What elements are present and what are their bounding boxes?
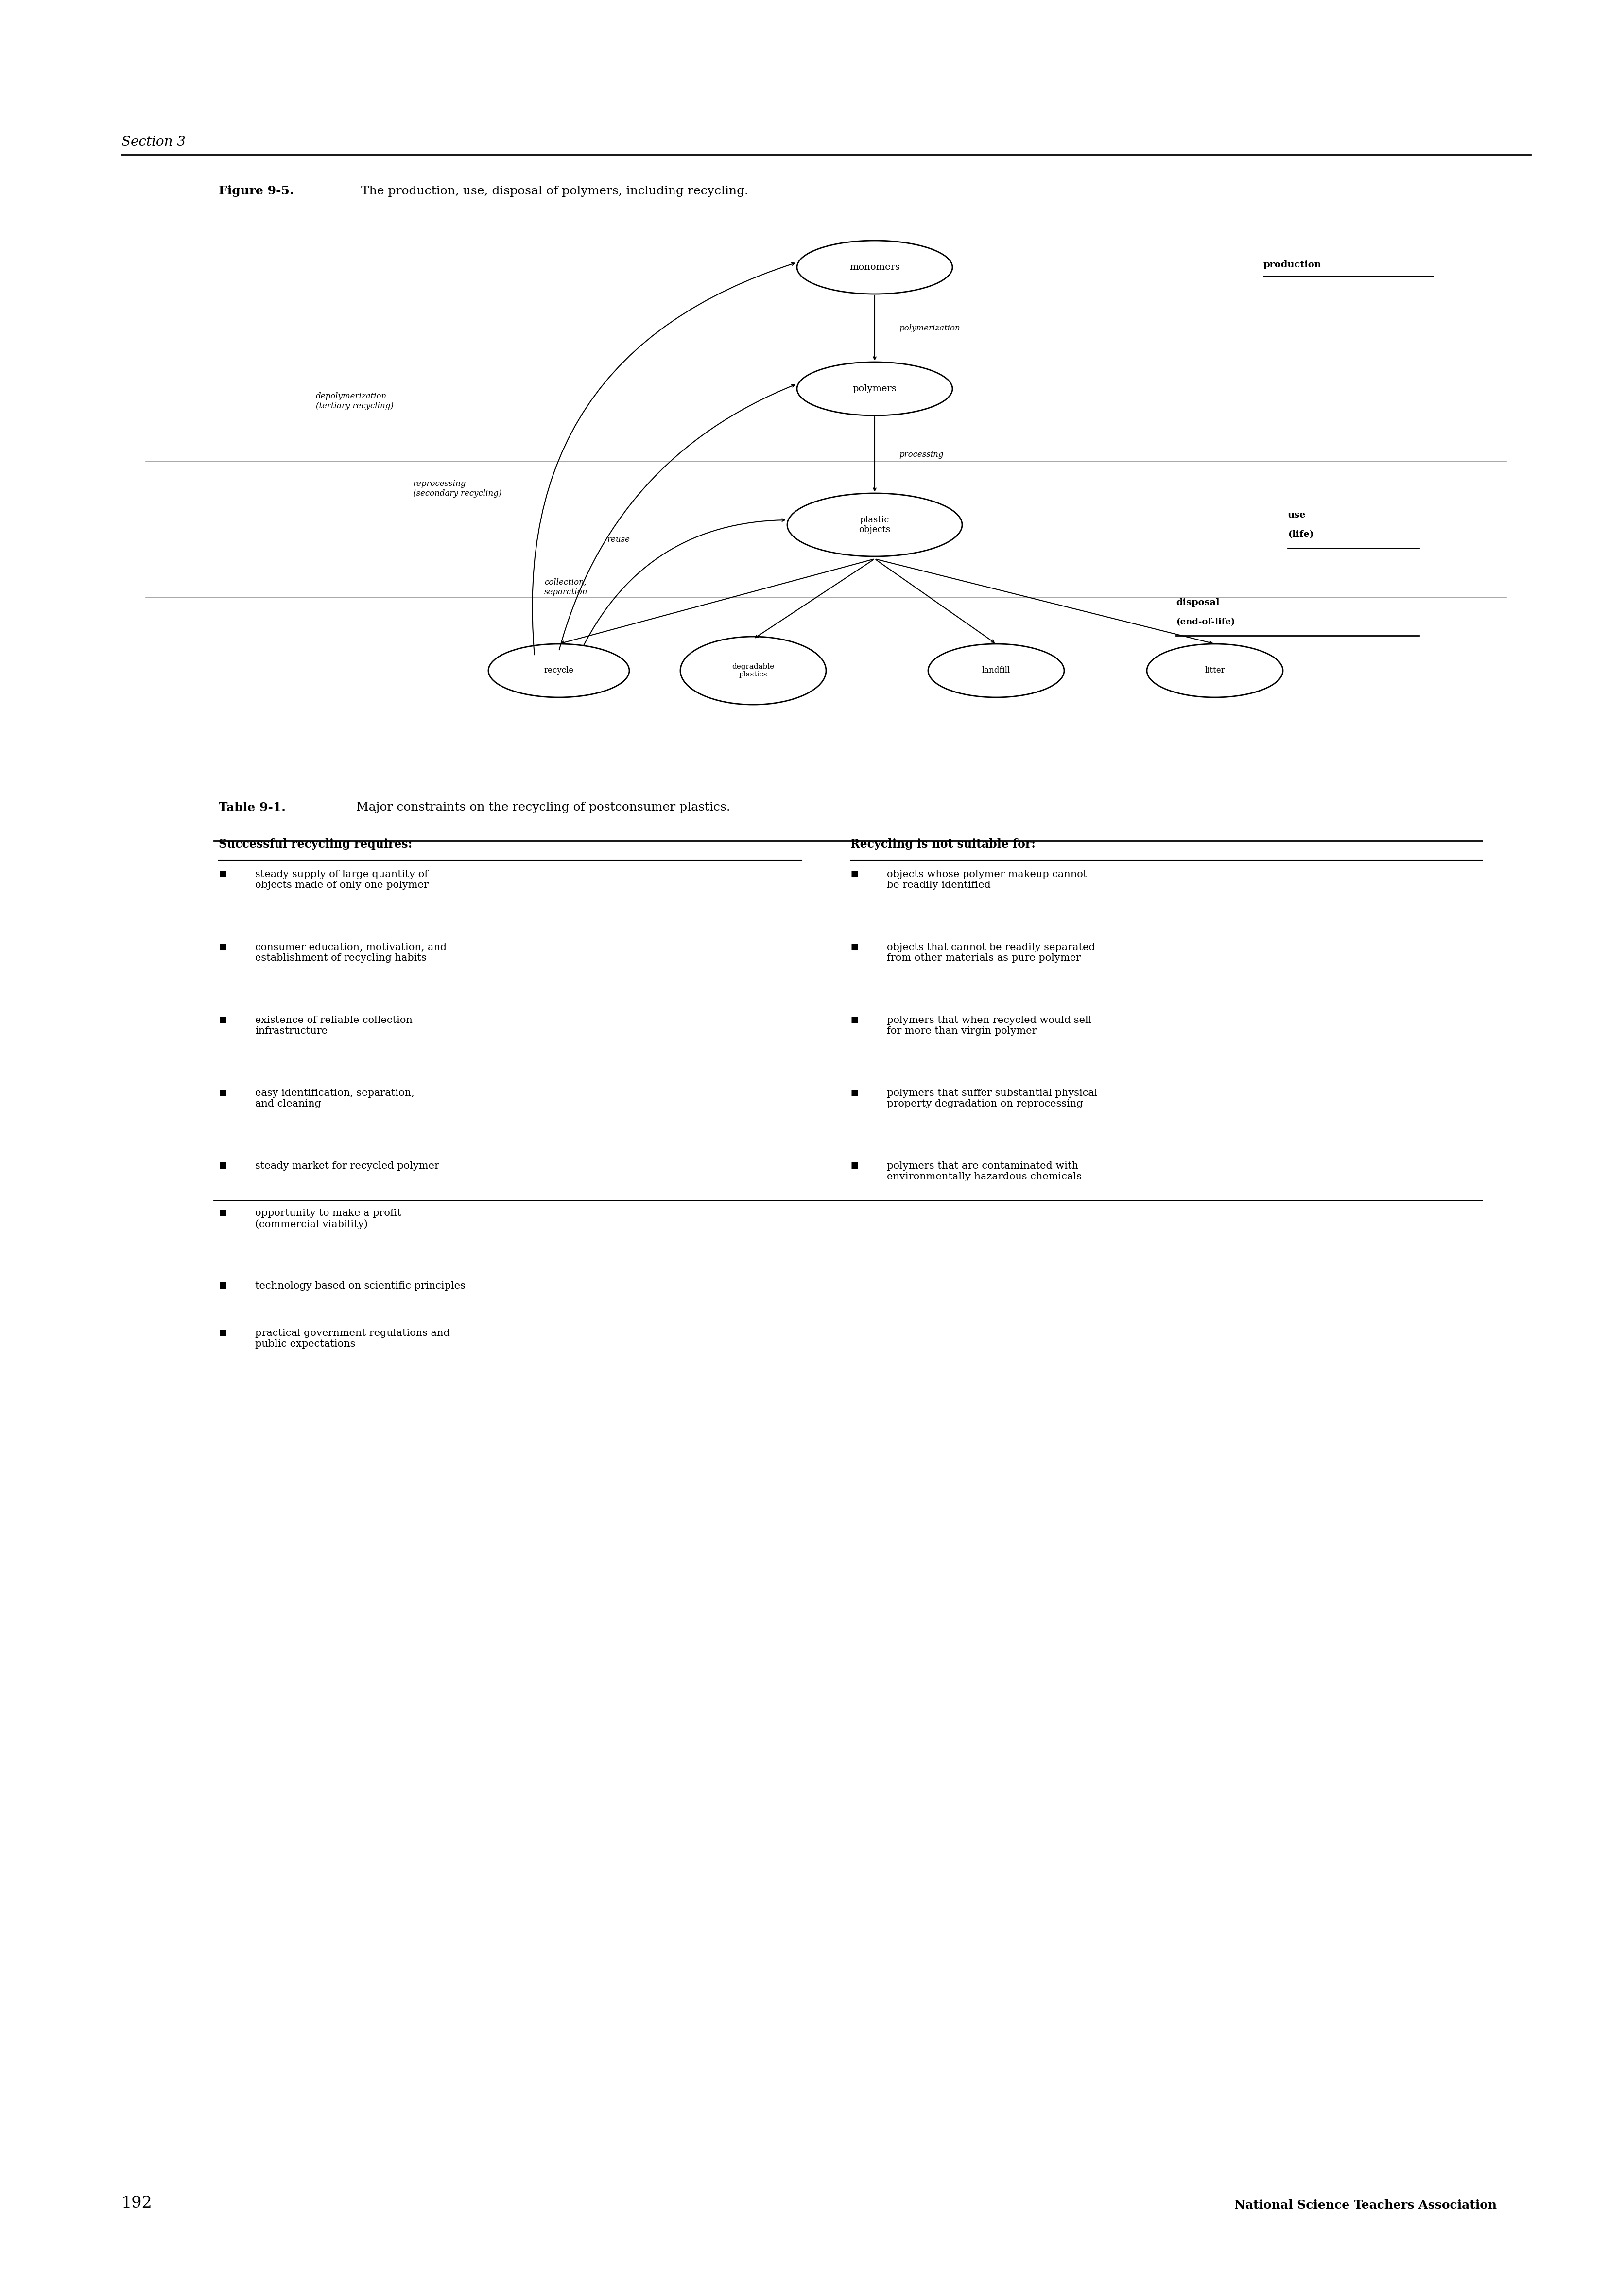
Text: Section 3: Section 3 xyxy=(122,135,185,148)
Text: polymers that are contaminated with
environmentally hazardous chemicals: polymers that are contaminated with envi… xyxy=(887,1163,1082,1181)
Text: polymers: polymers xyxy=(853,384,896,393)
Text: ■: ■ xyxy=(851,870,857,877)
Text: ■: ■ xyxy=(851,1089,857,1096)
Text: reprocessing
(secondary recycling): reprocessing (secondary recycling) xyxy=(412,480,502,498)
Text: depolymerization
(tertiary recycling): depolymerization (tertiary recycling) xyxy=(315,393,393,411)
Text: objects whose polymer makeup cannot
be readily identified: objects whose polymer makeup cannot be r… xyxy=(887,870,1086,891)
Text: (life): (life) xyxy=(1288,530,1314,539)
Text: landfill: landfill xyxy=(983,667,1010,674)
Text: objects that cannot be readily separated
from other materials as pure polymer: objects that cannot be readily separated… xyxy=(887,943,1095,962)
Text: degradable
plastics: degradable plastics xyxy=(732,662,775,678)
Text: consumer education, motivation, and
establishment of recycling habits: consumer education, motivation, and esta… xyxy=(255,943,447,962)
Text: polymerization: polymerization xyxy=(900,324,960,333)
Text: steady market for recycled polymer: steady market for recycled polymer xyxy=(255,1163,438,1172)
Text: ■: ■ xyxy=(219,943,226,950)
Text: processing: processing xyxy=(900,450,944,459)
Text: recycle: recycle xyxy=(544,667,573,674)
Text: ■: ■ xyxy=(851,1163,857,1169)
Text: practical government regulations and
public expectations: practical government regulations and pub… xyxy=(255,1329,450,1348)
Text: Successful recycling requires:: Successful recycling requires: xyxy=(219,838,412,850)
Text: existence of reliable collection
infrastructure: existence of reliable collection infrast… xyxy=(255,1016,412,1035)
Text: The production, use, disposal of polymers, including recycling.: The production, use, disposal of polymer… xyxy=(357,185,749,196)
Text: reuse: reuse xyxy=(607,534,630,544)
Text: ■: ■ xyxy=(219,1016,226,1023)
Text: ■: ■ xyxy=(851,943,857,950)
Text: Figure 9-5.: Figure 9-5. xyxy=(219,185,294,196)
Text: ■: ■ xyxy=(219,1329,226,1336)
Text: ■: ■ xyxy=(219,1089,226,1096)
Text: easy identification, separation,
and cleaning: easy identification, separation, and cle… xyxy=(255,1089,414,1108)
Text: 192: 192 xyxy=(122,2195,153,2211)
Text: ■: ■ xyxy=(219,1163,226,1169)
Text: Table 9-1.: Table 9-1. xyxy=(219,802,286,813)
Text: litter: litter xyxy=(1205,667,1224,674)
Text: (end-of-life): (end-of-life) xyxy=(1176,617,1234,626)
Text: ■: ■ xyxy=(219,870,226,877)
Text: National Science Teachers Association: National Science Teachers Association xyxy=(1234,2199,1497,2211)
Text: ■: ■ xyxy=(219,1281,226,1290)
Text: disposal: disposal xyxy=(1176,598,1220,608)
Text: Major constraints on the recycling of postconsumer plastics.: Major constraints on the recycling of po… xyxy=(352,802,731,813)
Text: plastic
objects: plastic objects xyxy=(859,516,890,534)
Text: Recycling is not suitable for:: Recycling is not suitable for: xyxy=(851,838,1036,850)
Text: polymers that suffer substantial physical
property degradation on reprocessing: polymers that suffer substantial physica… xyxy=(887,1089,1098,1108)
Text: ■: ■ xyxy=(219,1208,226,1217)
Text: opportunity to make a profit
(commercial viability): opportunity to make a profit (commercial… xyxy=(255,1208,401,1229)
Text: production: production xyxy=(1263,260,1322,270)
Text: monomers: monomers xyxy=(849,263,900,272)
Text: polymers that when recycled would sell
for more than virgin polymer: polymers that when recycled would sell f… xyxy=(887,1016,1091,1035)
Text: steady supply of large quantity of
objects made of only one polymer: steady supply of large quantity of objec… xyxy=(255,870,429,891)
Text: technology based on scientific principles: technology based on scientific principle… xyxy=(255,1281,466,1290)
Text: collection,
separation: collection, separation xyxy=(544,578,588,596)
Text: use: use xyxy=(1288,512,1306,518)
Text: ■: ■ xyxy=(851,1016,857,1023)
